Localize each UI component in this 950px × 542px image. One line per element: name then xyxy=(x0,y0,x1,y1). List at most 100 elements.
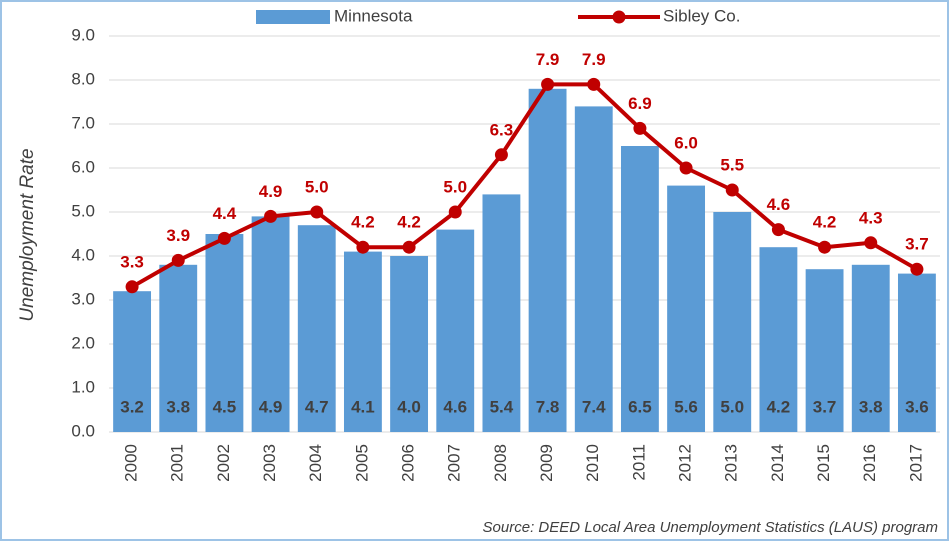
line-marker xyxy=(494,148,508,162)
line-value-label: 4.9 xyxy=(259,182,283,201)
line-marker xyxy=(910,262,924,276)
line-marker xyxy=(310,205,324,219)
y-tick-label: 5.0 xyxy=(71,201,95,220)
x-tick-label: 2003 xyxy=(260,444,279,482)
line-value-label: 6.0 xyxy=(674,133,698,152)
bar xyxy=(482,194,521,432)
line-value-label: 6.3 xyxy=(490,120,514,139)
line-value-label: 4.4 xyxy=(213,204,237,223)
y-axis-title: Unemployment Rate xyxy=(17,148,38,321)
line-marker xyxy=(448,205,462,219)
y-tick-label: 9.0 xyxy=(71,25,95,44)
line-value-label: 3.9 xyxy=(166,226,190,245)
line-value-label: 7.9 xyxy=(536,50,560,69)
bar xyxy=(574,106,613,433)
legend-marker xyxy=(612,10,626,24)
line-marker xyxy=(725,183,739,197)
line-value-label: 4.6 xyxy=(767,195,791,214)
bar-value-label: 7.4 xyxy=(582,397,606,416)
bar xyxy=(667,185,706,432)
x-tick-label: 2010 xyxy=(583,444,602,482)
x-tick-label: 2005 xyxy=(352,444,371,482)
line-marker xyxy=(356,240,370,254)
line-marker xyxy=(818,240,832,254)
legend-swatch xyxy=(256,10,330,24)
y-tick-label: 8.0 xyxy=(71,69,95,88)
line-value-label: 3.3 xyxy=(120,252,144,271)
bar-value-label: 5.4 xyxy=(490,397,514,416)
line-value-label: 4.2 xyxy=(813,213,837,232)
line-value-label: 5.0 xyxy=(305,177,329,196)
line-marker xyxy=(125,280,139,294)
line-marker xyxy=(171,253,185,267)
bar-value-label: 3.7 xyxy=(813,397,837,416)
bar-value-label: 7.8 xyxy=(536,397,560,416)
source-note: Source: DEED Local Area Unemployment Sta… xyxy=(483,519,938,536)
bar xyxy=(113,291,152,432)
bar xyxy=(343,251,382,432)
bar xyxy=(851,264,890,432)
line-marker xyxy=(679,161,693,175)
y-tick-label: 7.0 xyxy=(71,113,95,132)
bar xyxy=(159,264,198,432)
bar-value-label: 3.6 xyxy=(905,397,929,416)
y-tick-label: 1.0 xyxy=(71,377,95,396)
bar xyxy=(528,88,567,433)
bar xyxy=(805,269,844,432)
line-marker xyxy=(633,121,647,135)
line-marker xyxy=(587,77,601,91)
y-tick-label: 6.0 xyxy=(71,157,95,176)
line-marker xyxy=(217,231,231,245)
line-value-label: 7.9 xyxy=(582,50,606,69)
line-marker xyxy=(864,236,878,250)
bar-value-label: 6.5 xyxy=(628,397,652,416)
x-tick-label: 2017 xyxy=(906,444,925,482)
bar xyxy=(759,247,798,432)
x-tick-label: 2012 xyxy=(676,444,695,482)
bar-value-label: 3.8 xyxy=(859,397,883,416)
bar-value-label: 4.5 xyxy=(213,397,237,416)
bar xyxy=(620,146,659,432)
bar-value-label: 3.8 xyxy=(166,397,190,416)
bar-value-label: 4.7 xyxy=(305,397,329,416)
x-tick-label: 2004 xyxy=(306,444,325,482)
line-value-label: 4.2 xyxy=(351,213,375,232)
x-tick-label: 2015 xyxy=(814,444,833,482)
bar-value-label: 4.0 xyxy=(397,397,421,416)
bar xyxy=(713,212,752,432)
bar-value-label: 4.2 xyxy=(767,397,791,416)
x-tick-label: 2001 xyxy=(168,444,187,482)
x-tick-label: 2011 xyxy=(629,444,648,481)
legend-label: Minnesota xyxy=(334,6,413,25)
x-tick-label: 2013 xyxy=(722,444,741,482)
line-value-label: 5.5 xyxy=(720,155,744,174)
y-tick-label: 3.0 xyxy=(71,289,95,308)
bar xyxy=(205,234,244,432)
bar xyxy=(251,216,290,432)
y-tick-label: 4.0 xyxy=(71,245,95,264)
bar xyxy=(436,229,475,432)
y-tick-label: 2.0 xyxy=(71,333,95,352)
bar-value-label: 4.9 xyxy=(259,397,283,416)
bar xyxy=(897,273,936,432)
legend-label: Sibley Co. xyxy=(663,6,740,25)
line-value-label: 5.0 xyxy=(443,177,467,196)
line-marker xyxy=(264,209,278,223)
x-tick-label: 2000 xyxy=(122,444,141,482)
x-tick-label: 2002 xyxy=(214,444,233,482)
line xyxy=(131,82,918,289)
y-tick-label: 0.0 xyxy=(71,421,95,440)
bar xyxy=(390,256,429,432)
x-tick-label: 2014 xyxy=(768,444,787,482)
x-tick-label: 2007 xyxy=(445,444,464,482)
bar-value-label: 4.1 xyxy=(351,397,375,416)
bar-value-label: 4.6 xyxy=(443,397,467,416)
bar-value-label: 5.0 xyxy=(720,397,744,416)
line-value-label: 6.9 xyxy=(628,94,652,113)
line-value-label: 3.7 xyxy=(905,235,929,254)
x-tick-label: 2008 xyxy=(491,444,510,482)
line-marker xyxy=(771,223,785,237)
line-marker xyxy=(402,240,416,254)
x-tick-label: 2016 xyxy=(860,444,879,482)
